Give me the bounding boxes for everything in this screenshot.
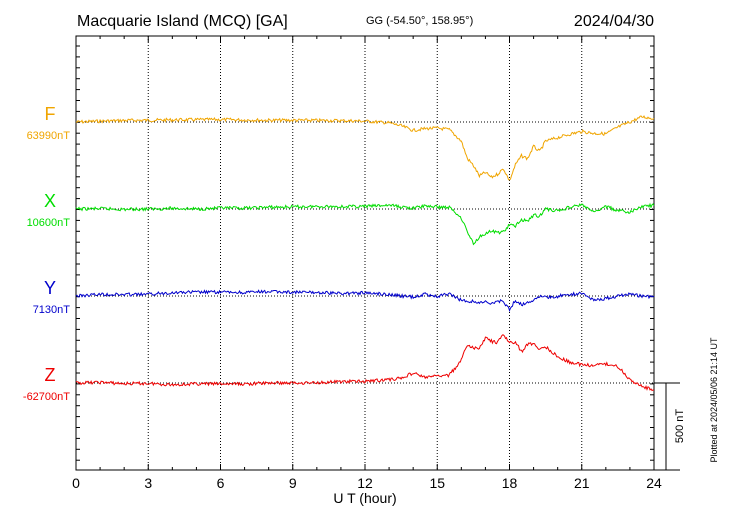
series-y-line — [75, 289, 655, 313]
series-layer — [75, 115, 655, 392]
grid-lines — [147, 36, 583, 470]
x-tick-label: 24 — [646, 475, 662, 491]
plotted-timestamp: Plotted at 2024/05/06 21:14 UT — [709, 337, 719, 463]
x-tick-labels: 0 3 6 9 12 15 18 21 24 — [72, 475, 662, 491]
station-title: Macquarie Island (MCQ) [GA] — [77, 13, 288, 30]
series-x-baseline-label: 10600nT — [27, 217, 71, 229]
scale-bar: 500 nT — [654, 382, 686, 471]
series-y-name: Y — [44, 278, 56, 298]
x-tick-label: 3 — [144, 475, 152, 491]
station-coordinates: GG (-54.50°, 158.95°) — [366, 15, 473, 27]
x-tick-label: 21 — [574, 475, 590, 491]
series-z-line — [75, 334, 654, 392]
x-tick-label: 0 — [72, 475, 80, 491]
series-y-baseline-label: 7130nT — [33, 304, 71, 316]
series-x-line — [75, 202, 655, 246]
x-tick-label: 15 — [429, 475, 445, 491]
x-axis-label: U T (hour) — [333, 490, 396, 506]
x-tick-label: 12 — [357, 475, 373, 491]
x-tick-label: 9 — [289, 475, 297, 491]
series-x-name: X — [44, 191, 56, 211]
series-f-baseline-label: 63990nT — [27, 130, 71, 142]
series-f-line — [75, 115, 655, 181]
series-z-name: Z — [45, 365, 56, 385]
series-labels: F 63990nT X 10600nT Y 7130nT Z -62700nT — [23, 104, 70, 403]
x-tick-label: 6 — [217, 475, 225, 491]
series-f-name: F — [45, 104, 56, 124]
series-z-baseline-label: -62700nT — [23, 391, 70, 403]
x-tick-label: 18 — [502, 475, 518, 491]
scale-bar-label: 500 nT — [674, 409, 686, 444]
plot-date: 2024/04/30 — [574, 13, 654, 30]
